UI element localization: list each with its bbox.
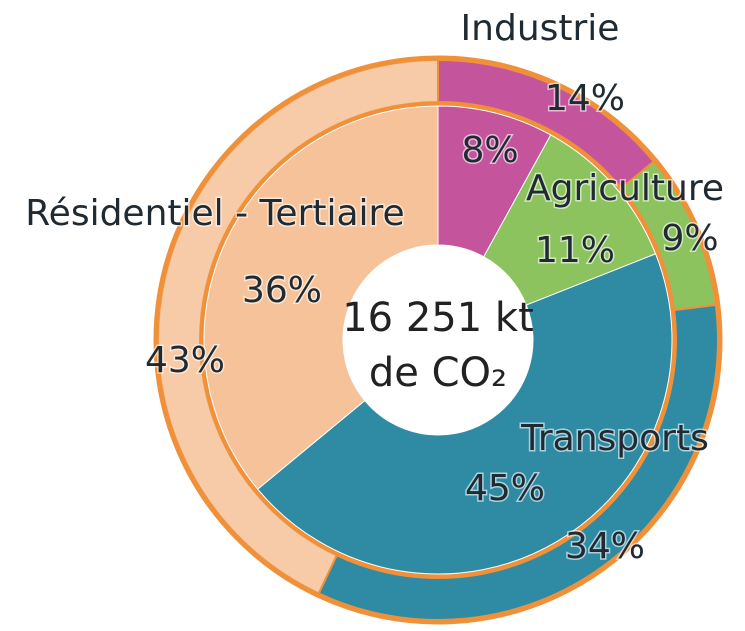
value-label: 14% [545, 78, 625, 119]
segment [156, 58, 439, 595]
value-label: 45% [465, 468, 545, 509]
segments [156, 58, 719, 621]
category-label: Agriculture [526, 168, 724, 209]
value-label: 36% [242, 270, 322, 311]
donut-hole [343, 245, 533, 435]
value-label: 11% [535, 230, 615, 271]
value-label: 9% [661, 218, 718, 259]
value-label: 43% [145, 340, 225, 381]
value-label: 8% [461, 130, 518, 171]
center-label: de CO₂ [369, 350, 507, 396]
center-label: 16 251 kt [342, 295, 534, 341]
inner-ring-outline [199, 101, 677, 579]
category-label: Résidentiel - Tertiaire [25, 193, 404, 234]
value-label: 34% [565, 526, 645, 567]
category-label: Transports [520, 418, 709, 459]
category-label: Industrie [461, 8, 620, 49]
outer-ring-outline [153, 55, 723, 625]
